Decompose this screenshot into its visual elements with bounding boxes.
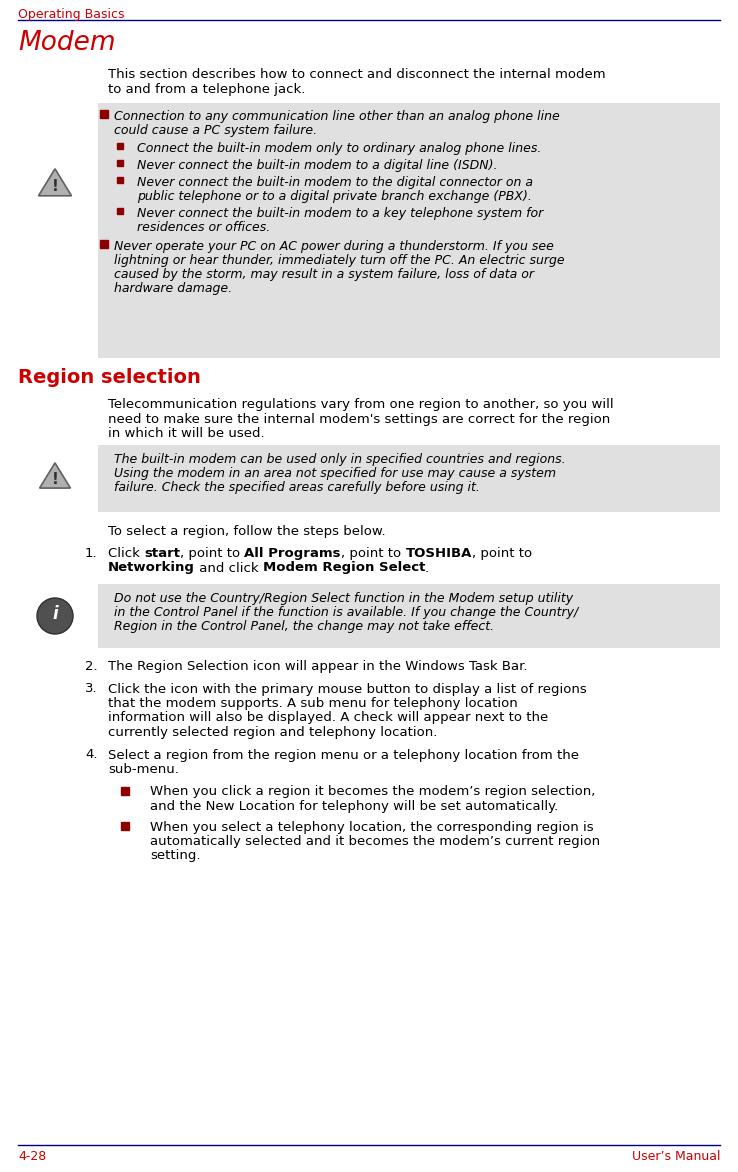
Text: Modem: Modem	[18, 30, 116, 56]
Text: hardware damage.: hardware damage.	[114, 282, 232, 295]
Text: Select a region from the region menu or a telephony location from the: Select a region from the region menu or …	[108, 749, 579, 762]
Text: Operating Basics: Operating Basics	[18, 8, 125, 21]
Text: in which it will be used.: in which it will be used.	[108, 427, 265, 440]
FancyBboxPatch shape	[98, 103, 720, 357]
Text: Never operate your PC on AC power during a thunderstorm. If you see: Never operate your PC on AC power during…	[114, 240, 554, 253]
Text: Connect the built-in modem only to ordinary analog phone lines.: Connect the built-in modem only to ordin…	[137, 142, 542, 155]
Text: i: i	[52, 605, 58, 624]
Text: Click the icon with the primary mouse button to display a list of regions: Click the icon with the primary mouse bu…	[108, 682, 587, 695]
Text: Never connect the built-in modem to a digital line (ISDN).: Never connect the built-in modem to a di…	[137, 159, 497, 172]
Text: The Region Selection icon will appear in the Windows Task Bar.: The Region Selection icon will appear in…	[108, 660, 528, 673]
Text: lightning or hear thunder, immediately turn off the PC. An electric surge: lightning or hear thunder, immediately t…	[114, 254, 565, 267]
Text: 1.: 1.	[85, 547, 97, 560]
Text: 2.: 2.	[85, 660, 97, 673]
Text: currently selected region and telephony location.: currently selected region and telephony …	[108, 725, 438, 740]
Text: and click: and click	[195, 561, 263, 574]
Text: need to make sure the internal modem's settings are correct for the region: need to make sure the internal modem's s…	[108, 413, 610, 425]
Circle shape	[37, 598, 73, 634]
Text: , point to: , point to	[341, 547, 405, 560]
FancyBboxPatch shape	[98, 445, 720, 512]
Text: Region in the Control Panel, the change may not take effect.: Region in the Control Panel, the change …	[114, 620, 494, 633]
Text: 3.: 3.	[85, 682, 97, 695]
Text: failure. Check the specified areas carefully before using it.: failure. Check the specified areas caref…	[114, 481, 480, 495]
Text: residences or offices.: residences or offices.	[137, 222, 270, 234]
Text: Using the modem in an area not specified for use may cause a system: Using the modem in an area not specified…	[114, 466, 556, 481]
Text: , point to: , point to	[180, 547, 244, 560]
Text: Modem Region Select: Modem Region Select	[263, 561, 425, 574]
Text: in the Control Panel if the function is available. If you change the Country/: in the Control Panel if the function is …	[114, 606, 579, 619]
Text: !: !	[52, 179, 58, 193]
Text: to and from a telephone jack.: to and from a telephone jack.	[108, 82, 306, 95]
Polygon shape	[40, 463, 70, 488]
Text: Do not use the Country/Region Select function in the Modem setup utility: Do not use the Country/Region Select fun…	[114, 592, 573, 605]
Text: This section describes how to connect and disconnect the internal modem: This section describes how to connect an…	[108, 68, 606, 81]
Text: sub-menu.: sub-menu.	[108, 763, 179, 776]
Text: Never connect the built-in modem to the digital connector on a: Never connect the built-in modem to the …	[137, 176, 533, 189]
Text: When you click a region it becomes the modem’s region selection,: When you click a region it becomes the m…	[150, 785, 596, 798]
Text: To select a region, follow the steps below.: To select a region, follow the steps bel…	[108, 525, 386, 538]
Text: .: .	[425, 561, 430, 574]
Text: Networking: Networking	[108, 561, 195, 574]
Text: that the modem supports. A sub menu for telephony location: that the modem supports. A sub menu for …	[108, 697, 518, 710]
Text: 4.: 4.	[85, 749, 97, 762]
Text: Click: Click	[108, 547, 144, 560]
Text: The built-in modem can be used only in specified countries and regions.: The built-in modem can be used only in s…	[114, 454, 565, 466]
Text: Telecommunication regulations vary from one region to another, so you will: Telecommunication regulations vary from …	[108, 398, 613, 411]
Polygon shape	[38, 169, 72, 196]
Text: start: start	[144, 547, 180, 560]
Text: User’s Manual: User’s Manual	[632, 1150, 720, 1163]
Text: could cause a PC system failure.: could cause a PC system failure.	[114, 124, 317, 137]
Text: !: !	[52, 472, 58, 486]
Text: Never connect the built-in modem to a key telephone system for: Never connect the built-in modem to a ke…	[137, 207, 543, 220]
Text: and the New Location for telephony will be set automatically.: and the New Location for telephony will …	[150, 800, 558, 813]
Text: 4-28: 4-28	[18, 1150, 46, 1163]
Text: caused by the storm, may result in a system failure, loss of data or: caused by the storm, may result in a sys…	[114, 268, 534, 281]
FancyBboxPatch shape	[98, 584, 720, 648]
Text: When you select a telephony location, the corresponding region is: When you select a telephony location, th…	[150, 820, 593, 833]
Text: Region selection: Region selection	[18, 368, 201, 387]
Text: , point to: , point to	[472, 547, 532, 560]
Text: automatically selected and it becomes the modem’s current region: automatically selected and it becomes th…	[150, 834, 600, 849]
Text: public telephone or to a digital private branch exchange (PBX).: public telephone or to a digital private…	[137, 190, 532, 203]
Text: All Programs: All Programs	[244, 547, 341, 560]
Text: information will also be displayed. A check will appear next to the: information will also be displayed. A ch…	[108, 711, 548, 724]
Text: TOSHIBA: TOSHIBA	[405, 547, 472, 560]
Text: setting.: setting.	[150, 850, 201, 863]
Text: Connection to any communication line other than an analog phone line: Connection to any communication line oth…	[114, 110, 559, 123]
